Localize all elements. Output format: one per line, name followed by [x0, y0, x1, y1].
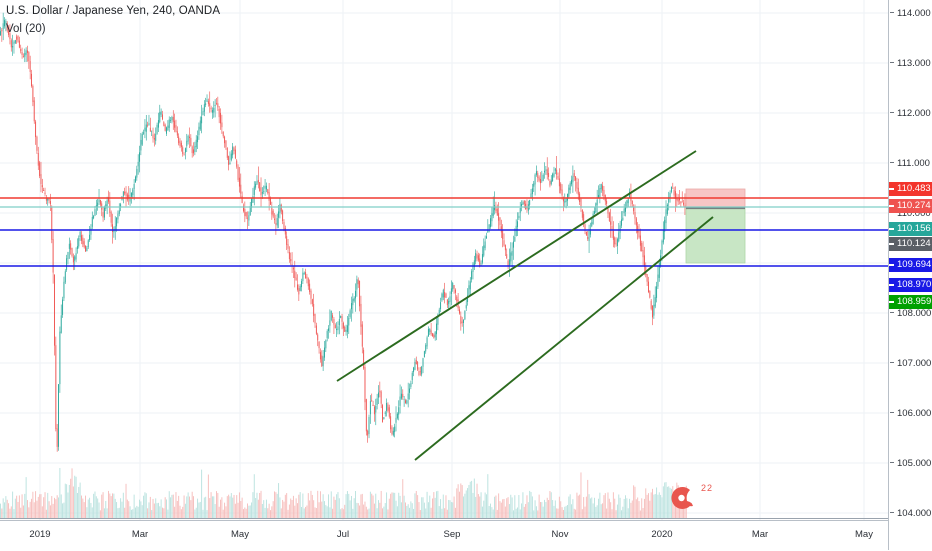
price-tick-label: 111.000 [897, 157, 930, 169]
level-marker [889, 228, 894, 230]
tick-dash [890, 361, 894, 363]
trendlines [336, 150, 714, 461]
risk-reward-box [685, 188, 746, 264]
time-tick-label: Sep [443, 529, 461, 540]
tick-dash [890, 111, 894, 113]
price-tick: 114.000 [889, 7, 932, 20]
time-tick-label: Nov [551, 529, 569, 540]
price-level-label[interactable]: 108.959 [889, 295, 932, 309]
price-tick: 107.000 [889, 357, 932, 370]
price-tick: 105.000 [889, 457, 932, 470]
level-marker [889, 284, 894, 286]
price-level-value: 110.156 [897, 223, 931, 234]
horizontal-levels [0, 197, 888, 267]
trendline-channel-lower [414, 216, 714, 461]
tick-dash [890, 511, 894, 513]
time-tick-label: 2020 [651, 529, 673, 540]
time-tick-label: 2019 [29, 529, 51, 540]
price-tick: 104.000 [889, 507, 932, 520]
price-tick-label: 104.000 [897, 507, 932, 519]
price-level-value: 108.959 [897, 296, 932, 307]
tick-dash [890, 311, 894, 313]
volume-series [0, 468, 687, 518]
time-tick-label: May [231, 529, 249, 540]
level-marker [889, 243, 894, 245]
tick-dash [890, 161, 894, 163]
price-tick-label: 112.000 [897, 107, 931, 119]
time-tick-label: Jul [336, 529, 350, 540]
price-level-value: 110.274 [897, 200, 931, 211]
grid-lines [0, 0, 888, 520]
price-tick-label: 114.000 [897, 7, 931, 19]
price-level-value: 108.970 [897, 279, 932, 290]
price-tick-label: 106.000 [897, 407, 932, 419]
badge-count: 22 [700, 483, 713, 493]
level-marker [889, 205, 894, 207]
price-tick: 111.000 [889, 157, 932, 170]
price-tick: 106.000 [889, 407, 932, 420]
price-level-value: 110.124 [897, 238, 931, 249]
price-tick-label: 107.000 [897, 357, 932, 369]
price-tick: 108.000 [889, 307, 932, 320]
chart-canvas [0, 0, 888, 520]
price-tick-label: 110.000 [897, 207, 931, 219]
level-marker [889, 301, 894, 303]
price-tick-label: 108.000 [897, 307, 932, 319]
time-axis[interactable]: 2019 Mar May Jul Sep Nov 2020 Mar May [0, 520, 932, 551]
price-tick: 113.000 [889, 57, 932, 70]
price-level-label[interactable]: 110.274 [889, 199, 932, 213]
time-tick-label: Mar [751, 529, 769, 540]
level-marker [889, 188, 894, 190]
tick-dash [890, 411, 894, 413]
price-level-label[interactable]: 110.124 [889, 237, 932, 251]
price-level-label[interactable]: 110.156 [889, 222, 932, 236]
level-marker [889, 264, 894, 266]
price-tick-label: 113.000 [897, 57, 931, 69]
tick-dash [890, 11, 894, 13]
trendline-channel-upper [336, 150, 697, 382]
price-tick: 112.000 [889, 107, 932, 120]
axis-corner [888, 520, 932, 550]
price-level-label[interactable]: 108.970 [889, 278, 932, 292]
chart-plot-area[interactable] [0, 0, 888, 520]
author-badge: 22 [668, 483, 714, 514]
tick-dash [890, 61, 894, 63]
price-axis[interactable]: 114.000113.000112.000111.000110.000109.0… [888, 0, 932, 520]
price-tick-label: 105.000 [897, 457, 932, 469]
candlestick-series [0, 12, 687, 452]
badge-logo-icon [671, 487, 693, 509]
price-level-value: 110.483 [897, 183, 931, 194]
time-tick-label: Mar [131, 529, 149, 540]
price-level-label[interactable]: 109.694 [889, 258, 932, 272]
price-level-label[interactable]: 110.483 [889, 182, 932, 196]
tick-dash [890, 461, 894, 463]
price-level-value: 109.694 [897, 259, 932, 270]
time-tick-label: May [855, 529, 873, 540]
